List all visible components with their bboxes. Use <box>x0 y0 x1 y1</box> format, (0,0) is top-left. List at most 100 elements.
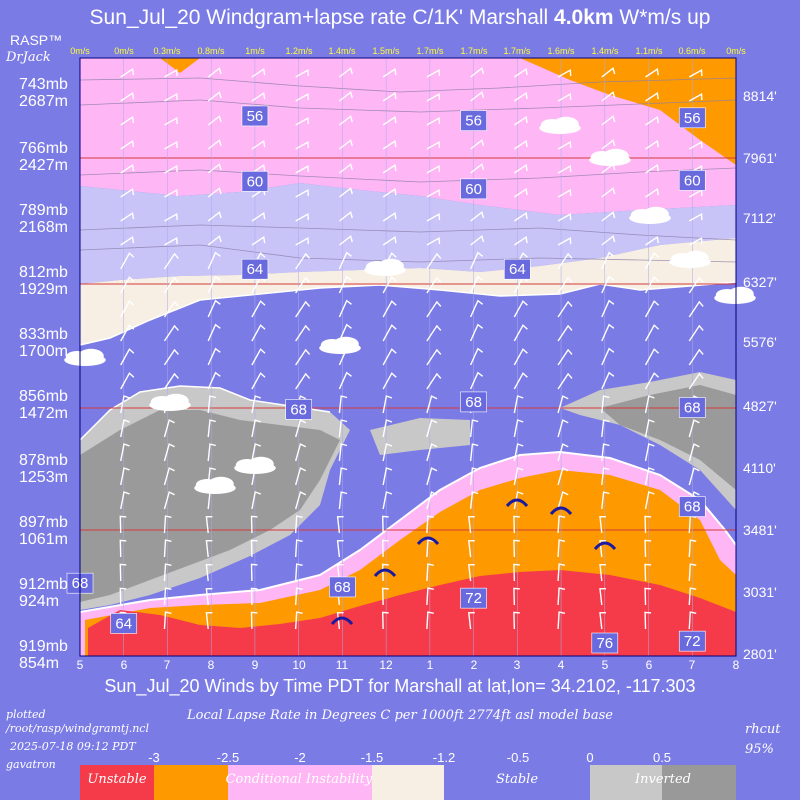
wind-barb <box>163 611 172 630</box>
wind-barb <box>207 251 221 270</box>
wind-barb <box>513 116 528 126</box>
wind-barb <box>120 116 135 126</box>
wind-barb <box>513 164 528 174</box>
wind-barb <box>336 564 344 582</box>
wind-barb <box>601 115 616 126</box>
wind-barb <box>382 164 397 174</box>
legend-val-0: -3 <box>148 750 160 765</box>
cloud-icon <box>539 116 581 134</box>
wind-barb <box>426 467 438 486</box>
wind-barb <box>381 515 389 534</box>
legend-box-inverted-dark <box>662 765 736 800</box>
contour-label: 68 <box>460 391 487 413</box>
xtick-4: 9 <box>251 658 259 672</box>
wind-barb <box>645 236 659 246</box>
legend-val-3: -1.5 <box>360 750 384 765</box>
thermal-arc-icon <box>330 616 354 626</box>
wind-barb <box>164 116 178 126</box>
wind-barb <box>163 252 179 270</box>
wind-barb <box>382 276 397 294</box>
wind-barb <box>557 372 573 390</box>
wind-barb <box>601 299 615 318</box>
wind-barb <box>207 323 221 342</box>
wind-barb <box>470 139 485 150</box>
wind-barb <box>645 116 659 126</box>
wind-barb <box>295 140 309 150</box>
band-unstable-red <box>88 570 736 656</box>
wind-barb <box>295 252 311 270</box>
wind-barb <box>557 212 572 222</box>
wind-barb <box>469 347 484 366</box>
contour-value: 72 <box>684 633 701 650</box>
wind-barb <box>120 372 135 390</box>
wind-barb <box>205 588 213 606</box>
left-label-6: 878mb 1253m <box>19 452 68 486</box>
wind-barb <box>295 212 309 222</box>
wind-barb <box>645 140 659 150</box>
wind-barb <box>645 68 659 78</box>
wind-barb <box>338 467 348 486</box>
wind-barb <box>468 516 475 534</box>
wind-barb <box>513 324 528 342</box>
wind-barb <box>294 563 303 582</box>
contour-label: 72 <box>460 587 487 609</box>
meta-path: /root/rasp/windgramtj.ncl <box>6 722 149 735</box>
wind-barb <box>120 443 130 462</box>
wind-barb <box>599 516 607 534</box>
wind-barb <box>207 371 221 390</box>
xtick-9: 2 <box>470 658 478 672</box>
band-neutral-cream <box>80 238 736 345</box>
wind-barb <box>120 348 135 366</box>
wind-barb <box>557 300 573 318</box>
wind-barb <box>557 587 566 606</box>
wind-barb <box>207 187 222 198</box>
wind-barb <box>382 212 397 222</box>
wind-barb <box>382 300 397 318</box>
xtick-8: 1 <box>426 658 434 672</box>
wind-barb <box>513 372 528 390</box>
wind-barb <box>557 236 572 246</box>
wind-speed-1: 0m/s <box>114 46 134 56</box>
wind-barb <box>645 92 659 102</box>
wind-barb <box>338 443 348 462</box>
wind-barb <box>557 419 569 438</box>
wind-barb <box>470 91 485 102</box>
xtick-7: 12 <box>379 658 393 672</box>
xtick-0: 5 <box>76 658 84 672</box>
wind-barb <box>426 116 441 126</box>
wind-barb <box>295 164 309 174</box>
wind-barb <box>644 587 652 606</box>
wind-barb <box>426 324 442 342</box>
wind-barb <box>382 419 393 438</box>
wind-barb <box>688 92 703 102</box>
wind-barb <box>251 164 266 174</box>
wind-barb <box>601 467 610 486</box>
wind-barb <box>469 443 479 462</box>
wind-barb <box>426 164 441 174</box>
wind-speed-13: 1.1m/s <box>635 46 663 56</box>
wind-barb <box>469 275 484 294</box>
wind-barb <box>164 164 178 174</box>
wind-barb <box>251 324 266 342</box>
wind-barb <box>601 251 615 270</box>
right-label-6: 4110' <box>743 460 776 476</box>
wind-speed-7: 1.5m/s <box>372 46 400 56</box>
wind-barb <box>381 539 389 558</box>
wind-barb <box>513 236 528 246</box>
wind-barb <box>688 348 704 366</box>
wind-barb <box>120 419 130 438</box>
wind-barb <box>120 68 135 78</box>
legend-title: Local Lapse Rate in Degrees C per 1000ft… <box>187 708 613 723</box>
wind-barb <box>513 587 520 606</box>
legend-label-inverted: Inverted <box>635 772 691 787</box>
legend-box-unstable <box>80 765 154 800</box>
wind-barb <box>295 300 311 318</box>
wind-barb <box>601 347 615 366</box>
contour-label: 76 <box>591 632 619 654</box>
wind-barb <box>469 299 484 318</box>
wind-barb <box>381 611 389 630</box>
wind-barb <box>382 68 397 78</box>
legend-box-cream <box>372 765 444 800</box>
wind-barb <box>294 443 307 462</box>
contour-label: 68 <box>678 397 706 418</box>
